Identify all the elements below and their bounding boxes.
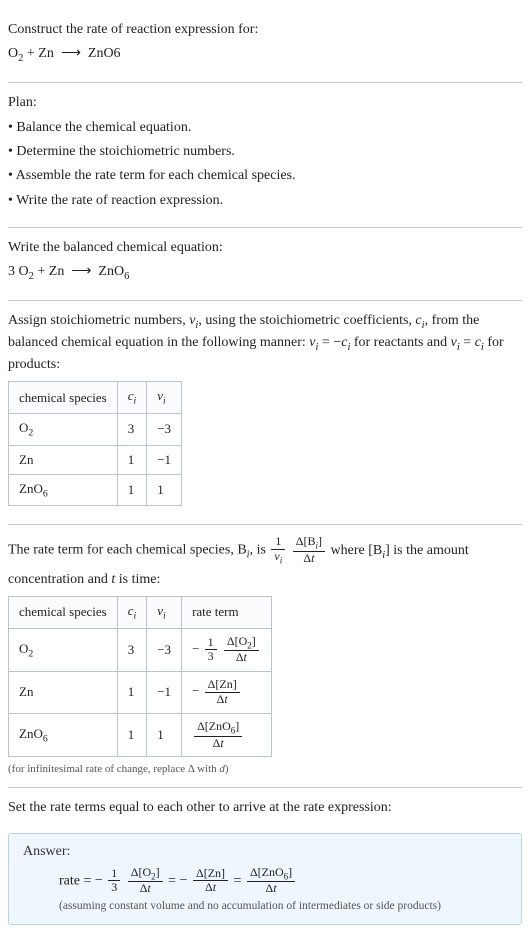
table-header: chemical species [9,382,118,414]
plan-item: • Determine the stoichiometric numbers. [8,142,522,162]
cell-c: 1 [117,474,147,506]
cell-species: O2 [9,628,118,672]
table-header: ci [117,597,147,629]
table-row: ZnO611Δ[ZnO6]Δt [9,713,272,757]
expression-section: Set the rate terms equal to each other t… [8,788,522,826]
stoich-section: Assign stoichiometric numbers, νi, using… [8,301,522,525]
table-row: O23−3 [9,414,182,446]
cell-v: −3 [147,414,182,446]
cell-species: O2 [9,414,118,446]
cell-c: 3 [117,628,147,672]
rateterm-table: chemical speciesciνirate termO23−3− 13 Δ… [8,596,272,757]
header-section: Construct the rate of reaction expressio… [8,10,522,83]
cell-v: 1 [147,713,182,757]
rateterm-intro-pre: The rate term for each chemical species,… [8,543,247,558]
cell-species: Zn [9,445,118,474]
cell-c: 1 [117,672,147,714]
stoich-table: chemical speciesciνiO23−3Zn1−1ZnO611 [8,381,182,506]
stoich-intro: Assign stoichiometric numbers, νi, using… [8,311,522,375]
plan-item: • Balance the chemical equation. [8,118,522,138]
answer-note: (assuming constant volume and no accumul… [23,900,507,912]
cell-v: −3 [147,628,182,672]
rateterm-section: The rate term for each chemical species,… [8,525,522,788]
cell-rateterm: − Δ[Zn]Δt [182,672,272,714]
table-header: νi [147,597,182,629]
balanced-label: Write the balanced chemical equation: [8,238,522,258]
table-header: chemical species [9,597,118,629]
expression-intro: Set the rate terms equal to each other t… [8,798,522,818]
table-row: ZnO611 [9,474,182,506]
cell-v: 1 [147,474,182,506]
rateterm-frac-1: 1νi [271,535,285,566]
plan-section: Plan: • Balance the chemical equation.• … [8,83,522,227]
cell-c: 3 [117,414,147,446]
cell-v: −1 [147,445,182,474]
rateterm-intro2-text: concentration and t is time: [8,572,160,587]
answer-rate-line: rate = − 13 Δ[O2]Δt = − Δ[Zn]Δt = Δ[ZnO6… [23,866,507,897]
rateterm-note: (for infinitesimal rate of change, repla… [8,763,522,775]
balanced-section: Write the balanced chemical equation: 3 … [8,228,522,301]
table-row: O23−3− 13 Δ[O2]Δt [9,628,272,672]
cell-c: 1 [117,713,147,757]
balanced-equation: 3 O2 + Zn ⟶ ZnO6 [8,262,522,284]
plan-list: • Balance the chemical equation. • Determ… [8,118,522,211]
rateterm-intro: The rate term for each chemical species,… [8,535,522,566]
table-header: ci [117,382,147,414]
cell-rateterm: Δ[ZnO6]Δt [182,713,272,757]
cell-species: Zn [9,672,118,714]
answer-label: Answer: [23,844,507,860]
cell-rateterm: − 13 Δ[O2]Δt [182,628,272,672]
rateterm-frac-2: Δ[Bi]Δt [293,535,325,566]
table-row: Zn1−1 [9,445,182,474]
rateterm-intro-after: where [Bi] is the amount [331,543,469,558]
plan-item: • Write the rate of reaction expression. [8,191,522,211]
rateterm-intro2: concentration and t is time: [8,570,522,590]
table-header: rate term [182,597,272,629]
plan-label: Plan: [8,93,522,113]
cell-species: ZnO6 [9,713,118,757]
answer-box: Answer: rate = − 13 Δ[O2]Δt = − Δ[Zn]Δt … [8,833,522,926]
table-header: νi [147,382,182,414]
table-row: Zn1−1− Δ[Zn]Δt [9,672,272,714]
header-equation: O2 + Zn ⟶ ZnO6 [8,44,522,66]
cell-c: 1 [117,445,147,474]
rateterm-intro-post: , is [250,543,270,558]
cell-v: −1 [147,672,182,714]
plan-item: • Assemble the rate term for each chemic… [8,166,522,186]
header-title: Construct the rate of reaction expressio… [8,20,522,40]
cell-species: ZnO6 [9,474,118,506]
